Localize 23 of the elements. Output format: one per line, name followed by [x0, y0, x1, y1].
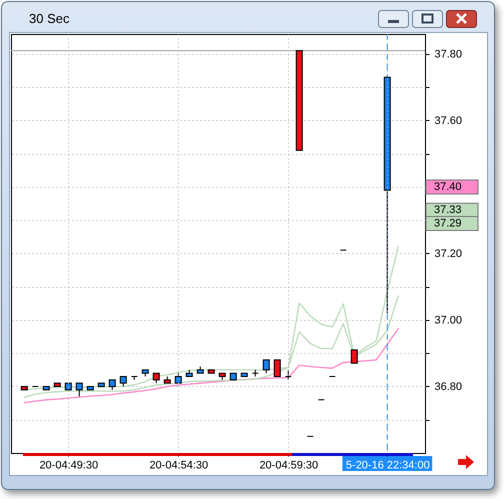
y-tick-label: 37.00	[434, 314, 462, 326]
candlestick	[108, 379, 116, 390]
line-series	[24, 328, 399, 404]
x-tick-label: 20-04:54:30	[149, 460, 208, 472]
x-tick-label: 20-04:59:30	[259, 460, 318, 472]
candlestick	[350, 349, 358, 364]
candlestick	[130, 376, 138, 380]
candlestick	[76, 382, 83, 397]
text: 37.29	[434, 218, 462, 230]
y-tick-label: 37.20	[434, 248, 462, 260]
candlestick	[284, 369, 292, 380]
candlestick	[152, 372, 160, 384]
candlestick	[274, 359, 281, 378]
candlestick	[262, 359, 270, 374]
y-tick-label: 37.60	[434, 114, 462, 127]
y-tick-label: 36.80	[434, 380, 462, 393]
text: 37.33	[434, 204, 462, 216]
text: 37.40	[434, 180, 462, 193]
chart-title: 30 Sec	[29, 11, 70, 26]
x-tick-label: 5-20-16 22:34:00	[346, 460, 430, 472]
candlestick	[120, 376, 127, 387]
x-tick-label: 20-04:49:30	[39, 460, 98, 472]
y-tick-label: 37.80	[434, 48, 462, 60]
